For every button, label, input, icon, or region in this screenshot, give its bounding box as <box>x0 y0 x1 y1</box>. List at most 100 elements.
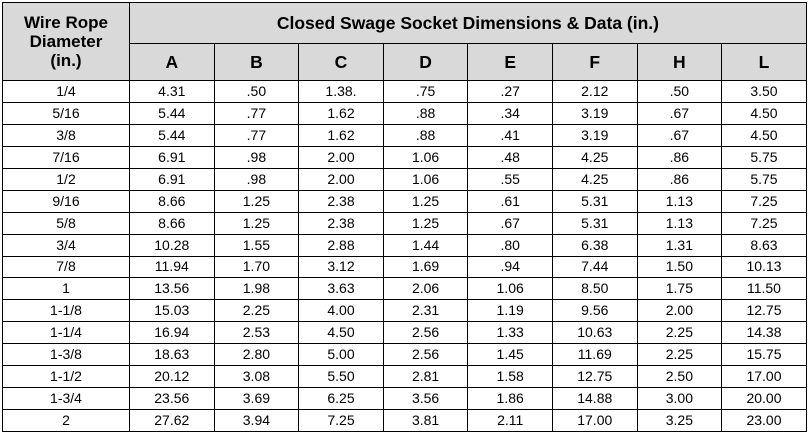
dimension-cell: 2.12 <box>551 80 638 103</box>
dimension-cell: 8.66 <box>129 189 215 213</box>
dimension-cell: .34 <box>467 101 553 125</box>
dimension-cell: .67 <box>467 211 553 235</box>
dimension-cell: 17.00 <box>721 365 807 389</box>
table-title: Closed Swage Socket Dimensions & Data (i… <box>129 2 807 44</box>
column-header-b: B <box>213 43 300 81</box>
dimension-cell: 2.38 <box>298 189 384 213</box>
dimension-cell: 12.75 <box>721 299 807 323</box>
dimension-cell: .77 <box>213 123 300 147</box>
dimension-cell: 2.06 <box>382 277 469 301</box>
dimension-cell: .80 <box>467 233 553 257</box>
dimension-cell: 5.50 <box>298 365 384 389</box>
dimension-cell: 1.19 <box>467 299 553 323</box>
dimension-cell: 7.25 <box>298 409 384 432</box>
diameter-cell: 5/8 <box>2 211 130 235</box>
dimension-cell: 3.81 <box>382 409 469 432</box>
dimension-cell: 27.62 <box>129 409 215 432</box>
dimension-cell: .86 <box>636 167 723 191</box>
table-header: Wire Rope Diameter (in.) Closed Swage So… <box>2 2 807 81</box>
dimension-cell: 5.44 <box>129 123 215 147</box>
dimension-cell: .41 <box>467 123 553 147</box>
column-header-h: H <box>636 43 723 81</box>
dimension-cell: .94 <box>467 255 553 279</box>
dimension-cell: 4.25 <box>551 145 638 169</box>
dimension-cell: 2.80 <box>213 343 300 367</box>
dimension-cell: 1.06 <box>382 167 469 191</box>
dimension-cell: 2.50 <box>636 365 723 389</box>
dimension-cell: .98 <box>213 167 300 191</box>
dimension-cell: 5.00 <box>298 343 384 367</box>
dimension-cell: 4.50 <box>298 321 384 345</box>
table-row: 1-1/2 20.12 3.08 5.50 2.81 1.58 12.75 2.50 17.00 <box>2 365 807 389</box>
dimension-cell: 1.13 <box>636 189 723 213</box>
table-row: 5/16 5.44.77 1.62.88.34 3.19.67 4.50 <box>2 101 807 125</box>
dimension-cell: 4.00 <box>298 299 384 323</box>
dimension-cell: 2.00 <box>298 167 384 191</box>
dimension-cell: 12.75 <box>551 365 638 389</box>
dimension-cell: 3.50 <box>721 80 807 103</box>
diameter-cell: 1/4 <box>2 80 130 103</box>
dimension-cell: .75 <box>382 80 469 103</box>
dimension-cell: 1.58 <box>467 365 553 389</box>
dimension-cell: 9.56 <box>551 299 638 323</box>
column-header-e: E <box>467 43 553 81</box>
dimension-cell: 15.75 <box>721 343 807 367</box>
dimension-cell: 5.31 <box>551 211 638 235</box>
dimension-cell: 7.25 <box>721 211 807 235</box>
dimension-cell: 11.69 <box>551 343 638 367</box>
dimension-cell: 3.12 <box>298 255 384 279</box>
diameter-cell: 1 <box>2 277 130 301</box>
diameter-cell: 2 <box>2 409 130 432</box>
dimension-cell: 1.70 <box>213 255 300 279</box>
diameter-cell: 9/16 <box>2 189 130 213</box>
dimension-cell: 14.88 <box>551 387 638 411</box>
dimension-cell: 10.28 <box>129 233 215 257</box>
dimension-cell: 4.50 <box>721 123 807 147</box>
corner-line-3: (in.) <box>50 51 82 70</box>
table-body: 1/4 4.31.50 1.38. .75.27 2.12.50 3.50 5/16 5.44… <box>2 80 807 432</box>
dimension-cell: 5.31 <box>551 189 638 213</box>
dimension-cell: 1.25 <box>213 189 300 213</box>
dimension-cell: 5.75 <box>721 167 807 191</box>
dimension-cell: 2.38 <box>298 211 384 235</box>
dimension-cell: .61 <box>467 189 553 213</box>
table-row: 1-1/8 15.03 2.25 4.00 2.31 1.19 9.56 2.00 12.75 <box>2 299 807 323</box>
table-row: 3/8 5.44.77 1.62.88.41 3.19.67 4.50 <box>2 123 807 147</box>
dimension-cell: 3.94 <box>213 409 300 432</box>
dimension-cell: 2.31 <box>382 299 469 323</box>
dimension-cell: 2.53 <box>213 321 300 345</box>
table-row: 7/16 6.91.98 2.00 1.06.48 4.25.86 5.75 <box>2 145 807 169</box>
diameter-cell: 1-3/4 <box>2 387 130 411</box>
diameter-cell: 1-1/2 <box>2 365 130 389</box>
table-row: 1-3/8 18.63 2.80 5.00 2.56 1.45 11.69 2.25 15.75 <box>2 343 807 367</box>
dimension-cell: 1.13 <box>636 211 723 235</box>
table-row: 5/8 8.66 1.25 2.38 1.25.67 5.31 1.13 7.25 <box>2 211 807 235</box>
dimension-cell: 1.25 <box>213 211 300 235</box>
dimension-cell: 3.63 <box>298 277 384 301</box>
table-row: 1 13.56 1.98 3.63 2.06 1.06 8.50 1.75 11.50 <box>2 277 807 301</box>
dimension-cell: .98 <box>213 145 300 169</box>
table-row: 1/4 4.31.50 1.38. .75.27 2.12.50 3.50 <box>2 80 807 103</box>
dimension-cell: 8.63 <box>721 233 807 257</box>
dimension-cell: 1.31 <box>636 233 723 257</box>
dimension-cell: 8.66 <box>129 211 215 235</box>
dimension-cell: 23.00 <box>721 409 807 432</box>
diameter-cell: 5/16 <box>2 101 130 125</box>
table-row: 9/16 8.66 1.25 2.38 1.25.61 5.31 1.13 7.25 <box>2 189 807 213</box>
dimension-cell: 1.98 <box>213 277 300 301</box>
corner-line-2: Diameter <box>29 32 103 51</box>
column-header-l: L <box>721 43 807 81</box>
dimension-cell: 1.38. <box>298 80 384 103</box>
dimension-cell: .50 <box>636 80 723 103</box>
dimension-cell: 6.25 <box>298 387 384 411</box>
dimension-cell: 20.00 <box>721 387 807 411</box>
dimension-cell: 1.33 <box>467 321 553 345</box>
diameter-cell: 1/2 <box>2 167 130 191</box>
corner-line-1: Wire Rope <box>24 13 108 32</box>
dimension-cell: 3.25 <box>636 409 723 432</box>
dimension-cell: 2.11 <box>467 409 553 432</box>
column-header-f: F <box>551 43 638 81</box>
dimension-cell: 5.75 <box>721 145 807 169</box>
dimension-cell: 14.38 <box>721 321 807 345</box>
